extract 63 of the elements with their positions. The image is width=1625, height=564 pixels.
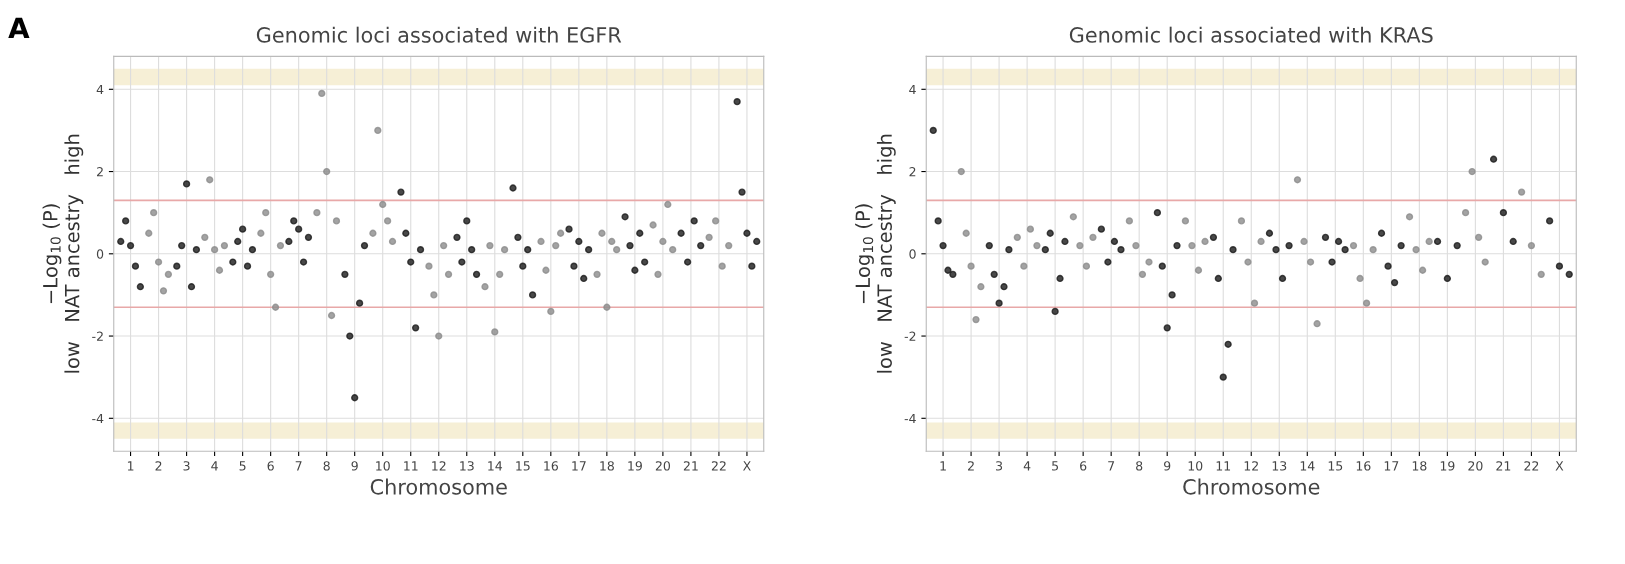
x-tick-label: 21 bbox=[683, 461, 698, 471]
x-tick-label: 17 bbox=[572, 461, 586, 471]
x-tick-label: 10 bbox=[1188, 461, 1203, 471]
x-tick-label: 4 bbox=[211, 461, 218, 471]
y-tick-label: 2 bbox=[909, 167, 916, 177]
x-tick-label: 1 bbox=[940, 461, 946, 471]
x-tick-label: 2 bbox=[968, 461, 974, 471]
x-tick-label: 2 bbox=[155, 461, 162, 471]
x-tick-label: 13 bbox=[460, 461, 474, 471]
y-tick-label: 2 bbox=[96, 167, 103, 177]
y-axis-title: −Log$_{10}$ (P) low NAT ancestry high bbox=[855, 134, 896, 373]
x-tick-label: 1 bbox=[127, 461, 134, 471]
x-tick-label: 7 bbox=[295, 461, 302, 471]
x-tick-label: 22 bbox=[711, 461, 726, 471]
x-tick-label: 19 bbox=[1440, 461, 1455, 471]
x-tick-label: 11 bbox=[404, 461, 418, 471]
x-tick-label: 20 bbox=[1468, 461, 1483, 471]
x-tick-label: 12 bbox=[432, 461, 446, 471]
y-tick-label: -4 bbox=[92, 413, 104, 424]
y-tick-label: -2 bbox=[92, 331, 103, 341]
y-tick-label: 4 bbox=[96, 84, 104, 95]
x-tick-label: 9 bbox=[1164, 461, 1171, 471]
x-tick-label: 6 bbox=[267, 461, 274, 471]
x-tick-label: 3 bbox=[996, 461, 1003, 471]
x-tick-label: 15 bbox=[516, 461, 530, 471]
x-tick-label: 3 bbox=[183, 461, 190, 471]
x-tick-label: 7 bbox=[1108, 461, 1115, 471]
chart-title: Genomic loci associated with EGFR bbox=[256, 26, 622, 43]
x-tick-label: 18 bbox=[600, 461, 614, 471]
x-tick-label: 17 bbox=[1384, 461, 1399, 471]
x-tick-label: 9 bbox=[351, 461, 358, 471]
x-tick-label: 13 bbox=[1272, 461, 1287, 471]
x-tick-label: 20 bbox=[655, 461, 671, 471]
x-tick-label: 11 bbox=[1216, 461, 1231, 471]
x-tick-label: X bbox=[1555, 461, 1564, 471]
x-tick-label: 22 bbox=[1524, 461, 1539, 471]
x-tick-label: 18 bbox=[1412, 461, 1427, 471]
x-tick-label: 6 bbox=[1080, 461, 1087, 471]
x-tick-label: 15 bbox=[1328, 461, 1343, 471]
x-tick-label: 10 bbox=[376, 461, 390, 471]
x-tick-label: 16 bbox=[544, 461, 558, 471]
y-tick-label: 4 bbox=[909, 84, 916, 95]
x-tick-label: 5 bbox=[1052, 461, 1059, 471]
x-axis-title: Chromosome bbox=[370, 478, 507, 495]
y-tick-label: 0 bbox=[909, 249, 916, 259]
x-tick-label: 8 bbox=[323, 461, 330, 471]
x-tick-label: 19 bbox=[628, 461, 642, 471]
x-tick-label: X bbox=[743, 461, 751, 471]
x-tick-label: 4 bbox=[1023, 461, 1031, 471]
x-tick-label: 14 bbox=[488, 461, 503, 471]
x-tick-label: 8 bbox=[1136, 461, 1143, 471]
y-axis-title: −Log$_{10}$ (P) low NAT ancestry high bbox=[42, 134, 84, 373]
x-tick-label: 16 bbox=[1356, 461, 1371, 471]
chart-title: Genomic loci associated with KRAS bbox=[1069, 26, 1433, 43]
x-tick-label: 12 bbox=[1244, 461, 1258, 471]
y-tick-label: -4 bbox=[904, 413, 916, 424]
x-axis-title: Chromosome bbox=[1183, 478, 1320, 495]
y-tick-label: 0 bbox=[96, 249, 104, 259]
x-tick-label: 14 bbox=[1300, 461, 1315, 471]
y-tick-label: -2 bbox=[904, 331, 916, 341]
x-tick-label: 21 bbox=[1496, 461, 1511, 471]
x-tick-label: 5 bbox=[239, 461, 246, 471]
text: A bbox=[8, 17, 30, 39]
